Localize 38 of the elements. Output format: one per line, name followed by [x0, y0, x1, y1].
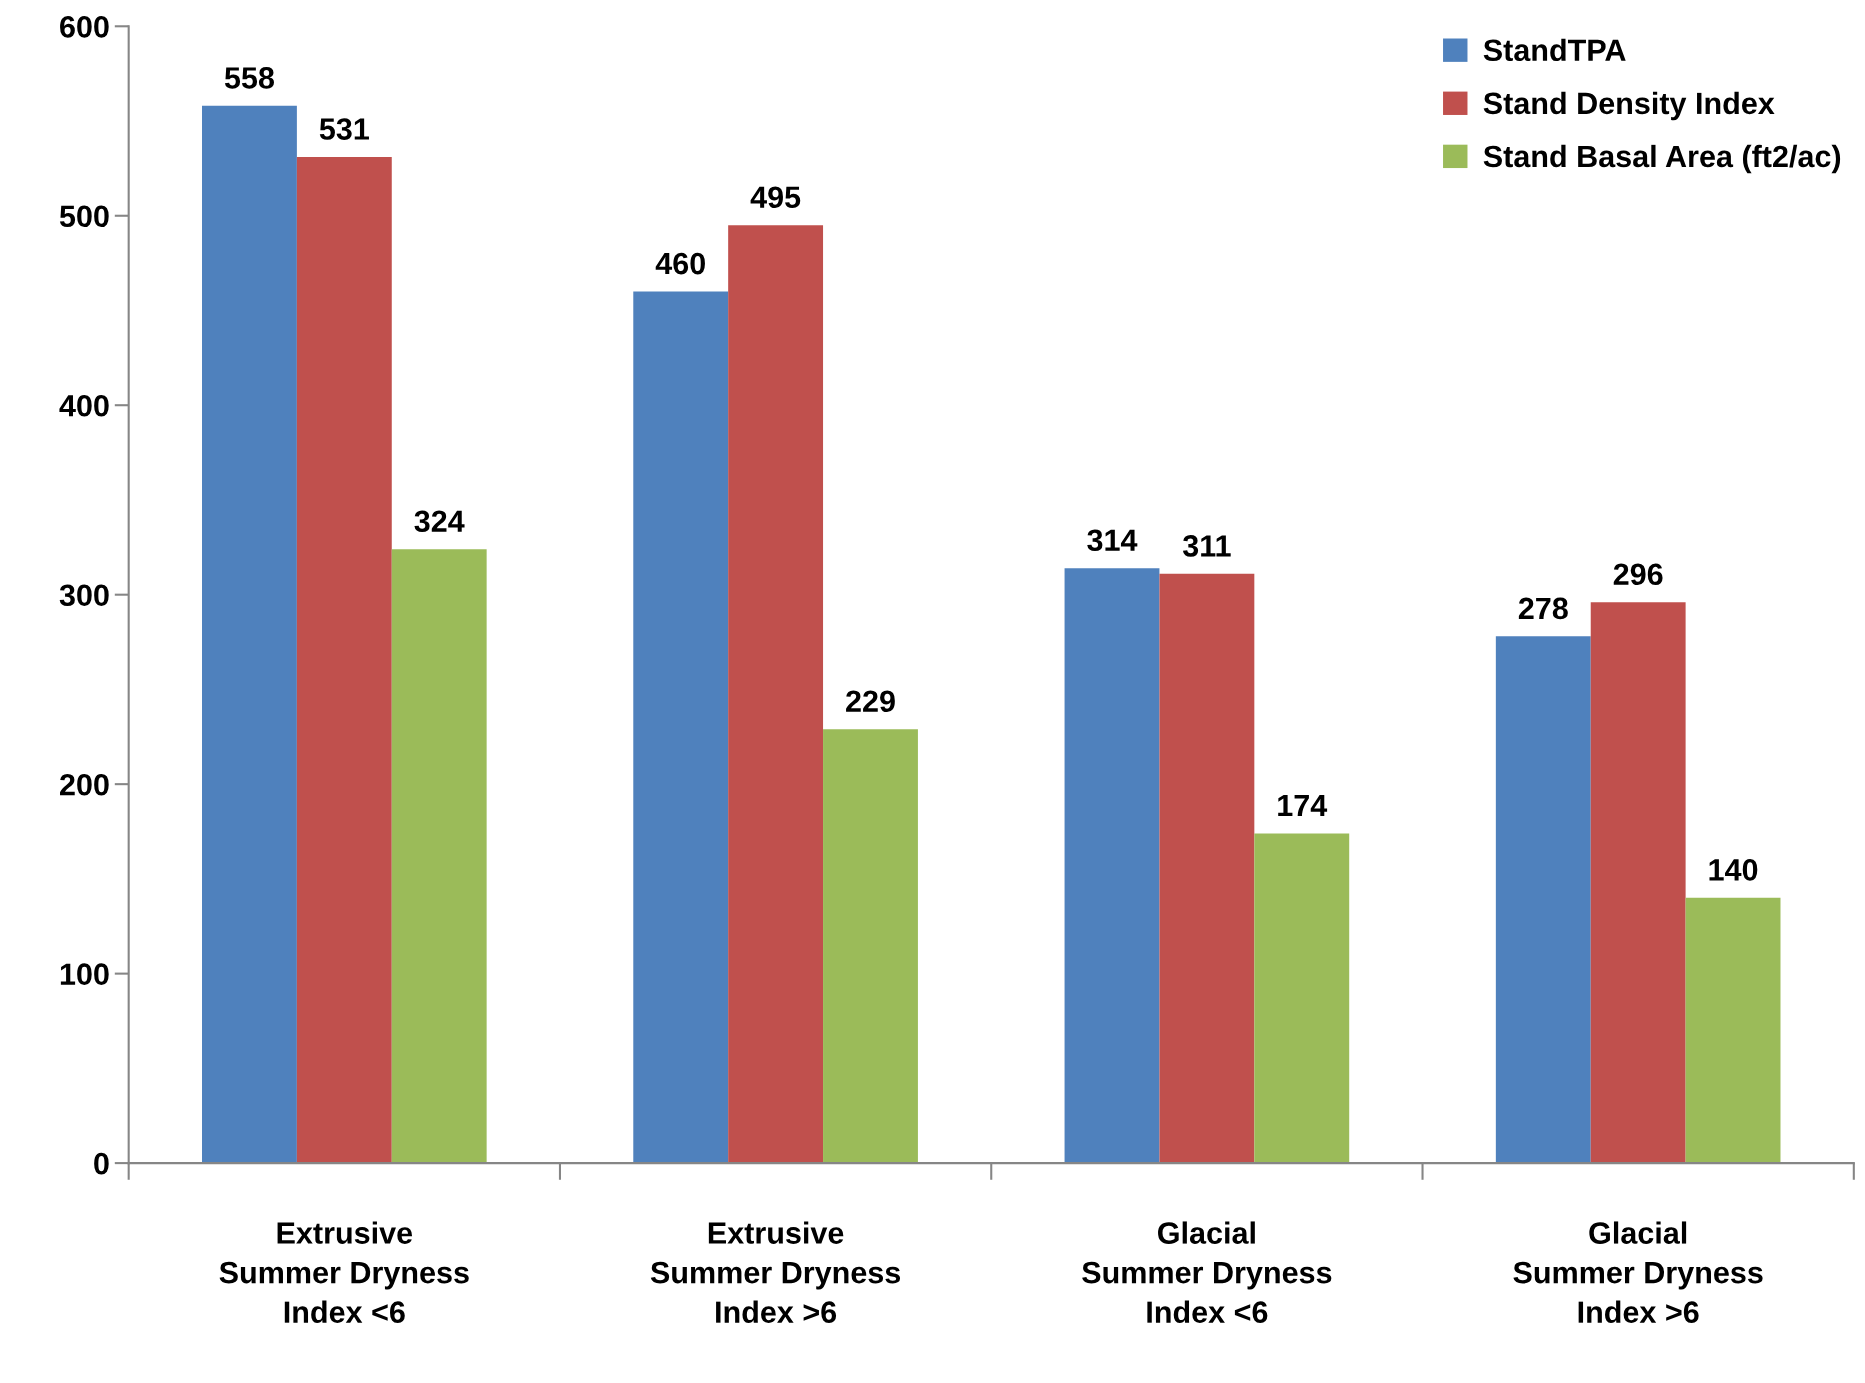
- data-label: 324: [414, 510, 465, 533]
- bar: [202, 105, 297, 1164]
- data-label: 311: [1182, 535, 1231, 557]
- bar: [296, 157, 392, 1164]
- legend-label: StandTPA: [1483, 38, 1626, 62]
- x-tick-label: Extrusive Summer Dryness Index >6: [650, 1221, 901, 1323]
- y-tick-label: 300: [59, 584, 109, 607]
- bar: [391, 549, 487, 1164]
- bar: [1495, 636, 1591, 1164]
- x-tick-label: Glacial Summer Dryness Index >6: [1513, 1221, 1763, 1323]
- bar: [633, 291, 729, 1164]
- data-label: 229: [846, 690, 895, 713]
- bar: [1590, 602, 1686, 1164]
- legend-label: Stand Basal Area (ft2/ac): [1483, 144, 1841, 174]
- data-label: 314: [1087, 529, 1138, 552]
- bar: [1685, 897, 1781, 1164]
- x-tick-label: Glacial Summer Dryness Index <6: [1082, 1221, 1332, 1323]
- data-label: 296: [1613, 563, 1663, 586]
- y-tick-label: 200: [60, 773, 109, 796]
- x-tick-label: Extrusive Summer Dryness Index <6: [219, 1221, 469, 1323]
- data-label: 531: [319, 118, 369, 140]
- y-tick-label: 500: [59, 205, 109, 228]
- bar: [1064, 568, 1160, 1164]
- y-tick-label: 0: [94, 1152, 109, 1175]
- bar: [823, 729, 918, 1164]
- y-tick-label: 100: [60, 963, 109, 985]
- data-label: 278: [1518, 597, 1568, 620]
- data-label: 140: [1709, 859, 1758, 881]
- bar: [1254, 833, 1350, 1164]
- data-label: 460: [655, 252, 705, 275]
- legend-label: Stand Density Index: [1483, 91, 1775, 121]
- data-label: 558: [224, 67, 274, 89]
- y-tick-label: 400: [59, 394, 109, 417]
- data-label: 174: [1278, 794, 1328, 816]
- bar: [728, 225, 824, 1164]
- bar: [1159, 573, 1255, 1164]
- data-label: 495: [750, 186, 801, 209]
- y-tick-label: 600: [60, 16, 109, 38]
